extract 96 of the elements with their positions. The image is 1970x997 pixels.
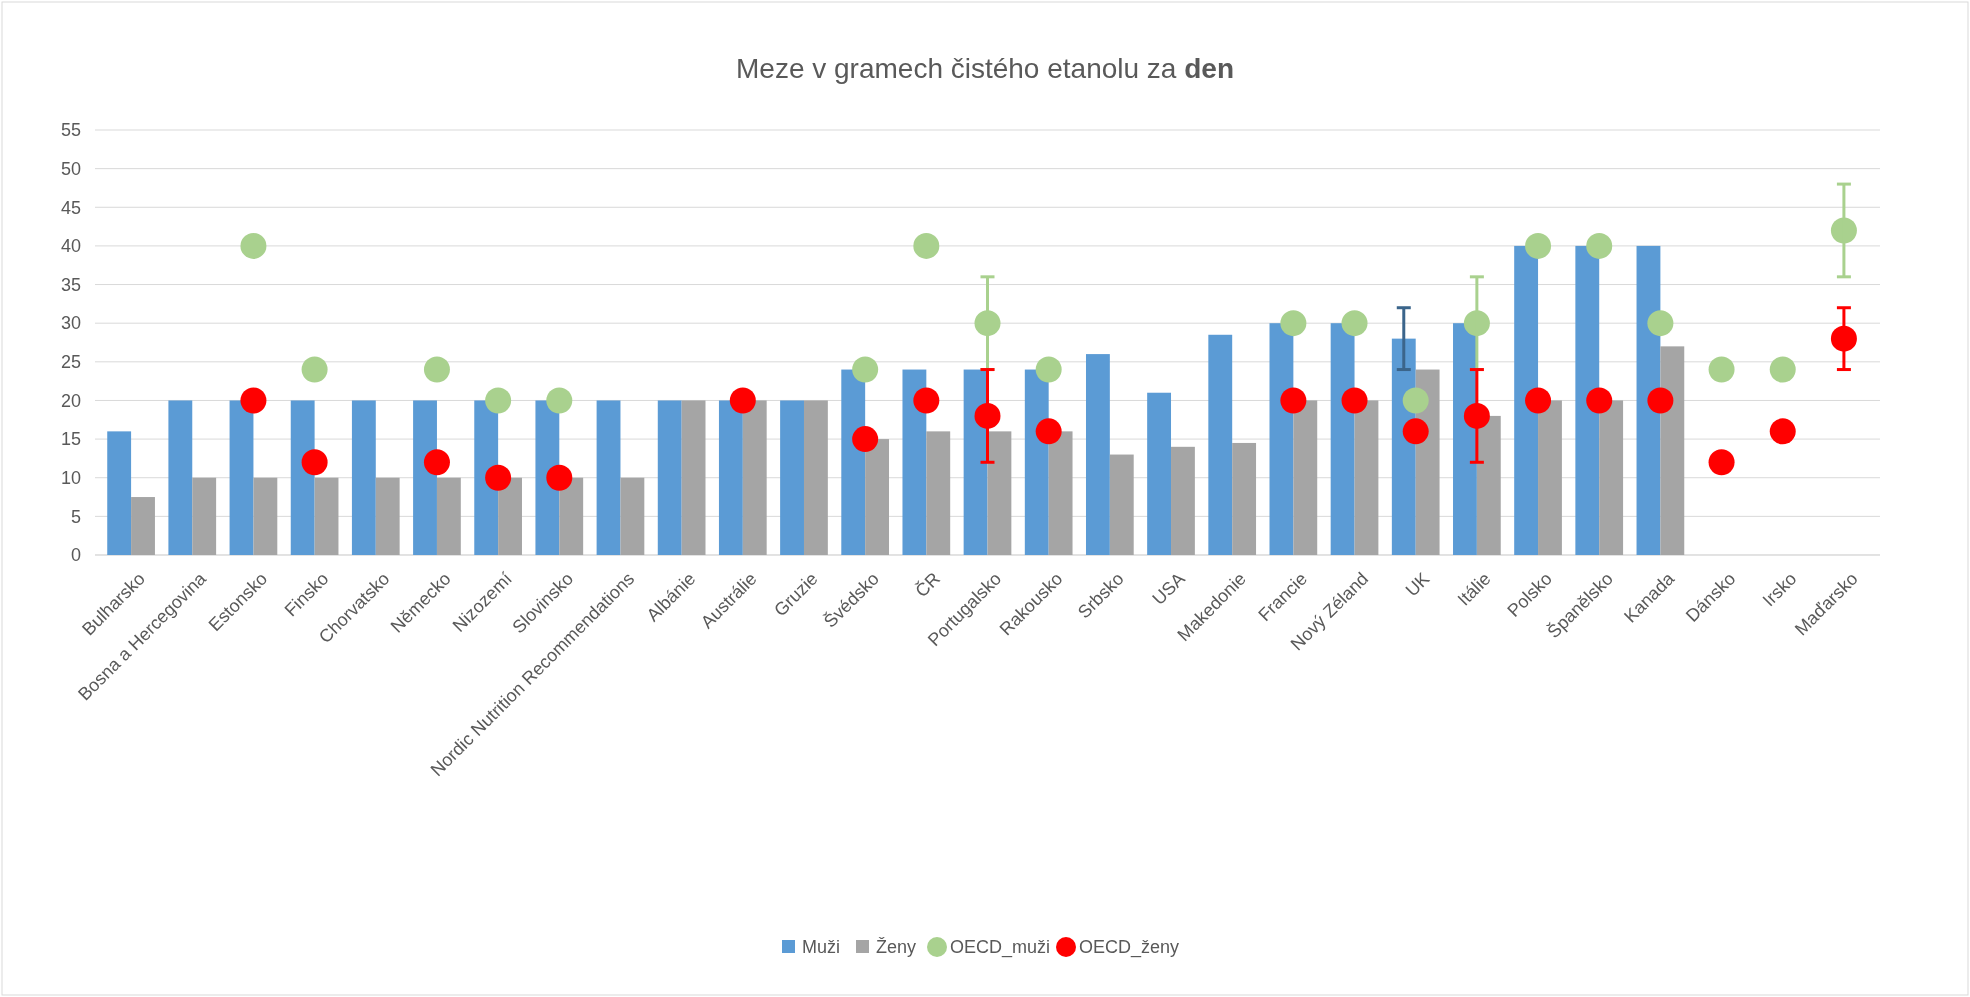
bar bbox=[1208, 334, 1233, 555]
point bbox=[1035, 356, 1062, 383]
point bbox=[1280, 387, 1307, 414]
bar bbox=[1514, 245, 1539, 555]
point bbox=[852, 356, 879, 383]
chart-title: Meze v gramech čistého etanolu za den bbox=[735, 53, 1235, 84]
bar bbox=[131, 497, 155, 555]
point bbox=[423, 356, 450, 383]
point bbox=[240, 387, 267, 414]
bar bbox=[1048, 431, 1073, 555]
bar bbox=[351, 400, 376, 555]
bar bbox=[290, 400, 315, 555]
bar bbox=[1354, 400, 1379, 555]
y-tick-label: 35 bbox=[60, 274, 81, 295]
bar bbox=[1171, 446, 1195, 555]
bar bbox=[1599, 400, 1624, 555]
point bbox=[1586, 232, 1613, 259]
bar bbox=[1232, 442, 1257, 555]
bar bbox=[192, 477, 217, 555]
bar bbox=[620, 477, 645, 555]
legend-label: Muži bbox=[802, 937, 841, 958]
y-tick-label: 20 bbox=[60, 390, 81, 411]
bar bbox=[926, 431, 951, 555]
bar bbox=[742, 400, 767, 555]
y-tick-label: 45 bbox=[60, 197, 81, 218]
point bbox=[1708, 356, 1735, 383]
y-tick-label: 0 bbox=[70, 545, 81, 566]
point bbox=[301, 356, 328, 383]
point bbox=[729, 387, 756, 414]
bar bbox=[229, 400, 254, 555]
point bbox=[1769, 356, 1796, 383]
point bbox=[1647, 310, 1674, 337]
point bbox=[301, 449, 328, 476]
point bbox=[1586, 387, 1613, 414]
point bbox=[1402, 387, 1429, 414]
bar bbox=[803, 400, 828, 555]
bar bbox=[596, 400, 621, 555]
bar bbox=[780, 400, 804, 555]
point bbox=[852, 426, 879, 453]
bar bbox=[107, 431, 132, 555]
point bbox=[1647, 387, 1674, 414]
bar bbox=[253, 477, 278, 555]
bar bbox=[681, 400, 706, 555]
y-tick-label: 5 bbox=[70, 506, 81, 527]
point bbox=[913, 232, 940, 259]
bar bbox=[1293, 400, 1318, 555]
point bbox=[240, 232, 267, 259]
y-tick-label: 40 bbox=[60, 236, 81, 257]
point bbox=[1035, 418, 1062, 445]
point bbox=[1525, 387, 1552, 414]
bar bbox=[963, 369, 988, 555]
bar bbox=[987, 431, 1012, 555]
bar bbox=[1575, 245, 1600, 555]
bar bbox=[718, 400, 743, 555]
bar bbox=[841, 369, 866, 555]
bar bbox=[375, 477, 400, 555]
y-tick-label: 55 bbox=[60, 120, 81, 141]
y-tick-label: 25 bbox=[60, 352, 81, 373]
bar bbox=[314, 477, 339, 555]
point bbox=[913, 387, 940, 414]
point bbox=[1402, 418, 1429, 445]
bar bbox=[865, 439, 890, 555]
point bbox=[1708, 449, 1735, 476]
bar bbox=[1147, 392, 1172, 555]
point bbox=[546, 464, 573, 491]
bar bbox=[1330, 323, 1355, 555]
y-tick-label: 10 bbox=[60, 468, 81, 489]
bar bbox=[436, 477, 461, 555]
point bbox=[1341, 387, 1368, 414]
bar bbox=[498, 477, 522, 555]
legend-label: OECD_muži bbox=[950, 937, 1051, 959]
point bbox=[1769, 418, 1796, 445]
bar bbox=[1476, 415, 1501, 555]
y-tick-label: 50 bbox=[60, 158, 81, 179]
bar bbox=[1538, 400, 1562, 555]
point bbox=[423, 449, 450, 476]
bar bbox=[1660, 346, 1685, 555]
y-tick-label: 15 bbox=[60, 429, 81, 450]
point bbox=[1341, 310, 1368, 337]
bar bbox=[657, 400, 682, 555]
bar bbox=[1109, 454, 1134, 555]
bar bbox=[1024, 369, 1049, 555]
point bbox=[546, 387, 573, 414]
legend-label: OECD_ženy bbox=[1079, 937, 1180, 959]
y-tick-label: 30 bbox=[60, 313, 81, 334]
bar bbox=[902, 369, 927, 555]
legend-label: Ženy bbox=[876, 937, 917, 958]
bar bbox=[168, 400, 193, 555]
x-tick-label: UK bbox=[1401, 568, 1434, 601]
point bbox=[485, 387, 512, 414]
point bbox=[1525, 232, 1552, 259]
bar bbox=[559, 477, 584, 555]
point bbox=[1280, 310, 1307, 337]
bar bbox=[413, 400, 437, 555]
point bbox=[485, 464, 512, 491]
bar bbox=[1085, 354, 1110, 555]
